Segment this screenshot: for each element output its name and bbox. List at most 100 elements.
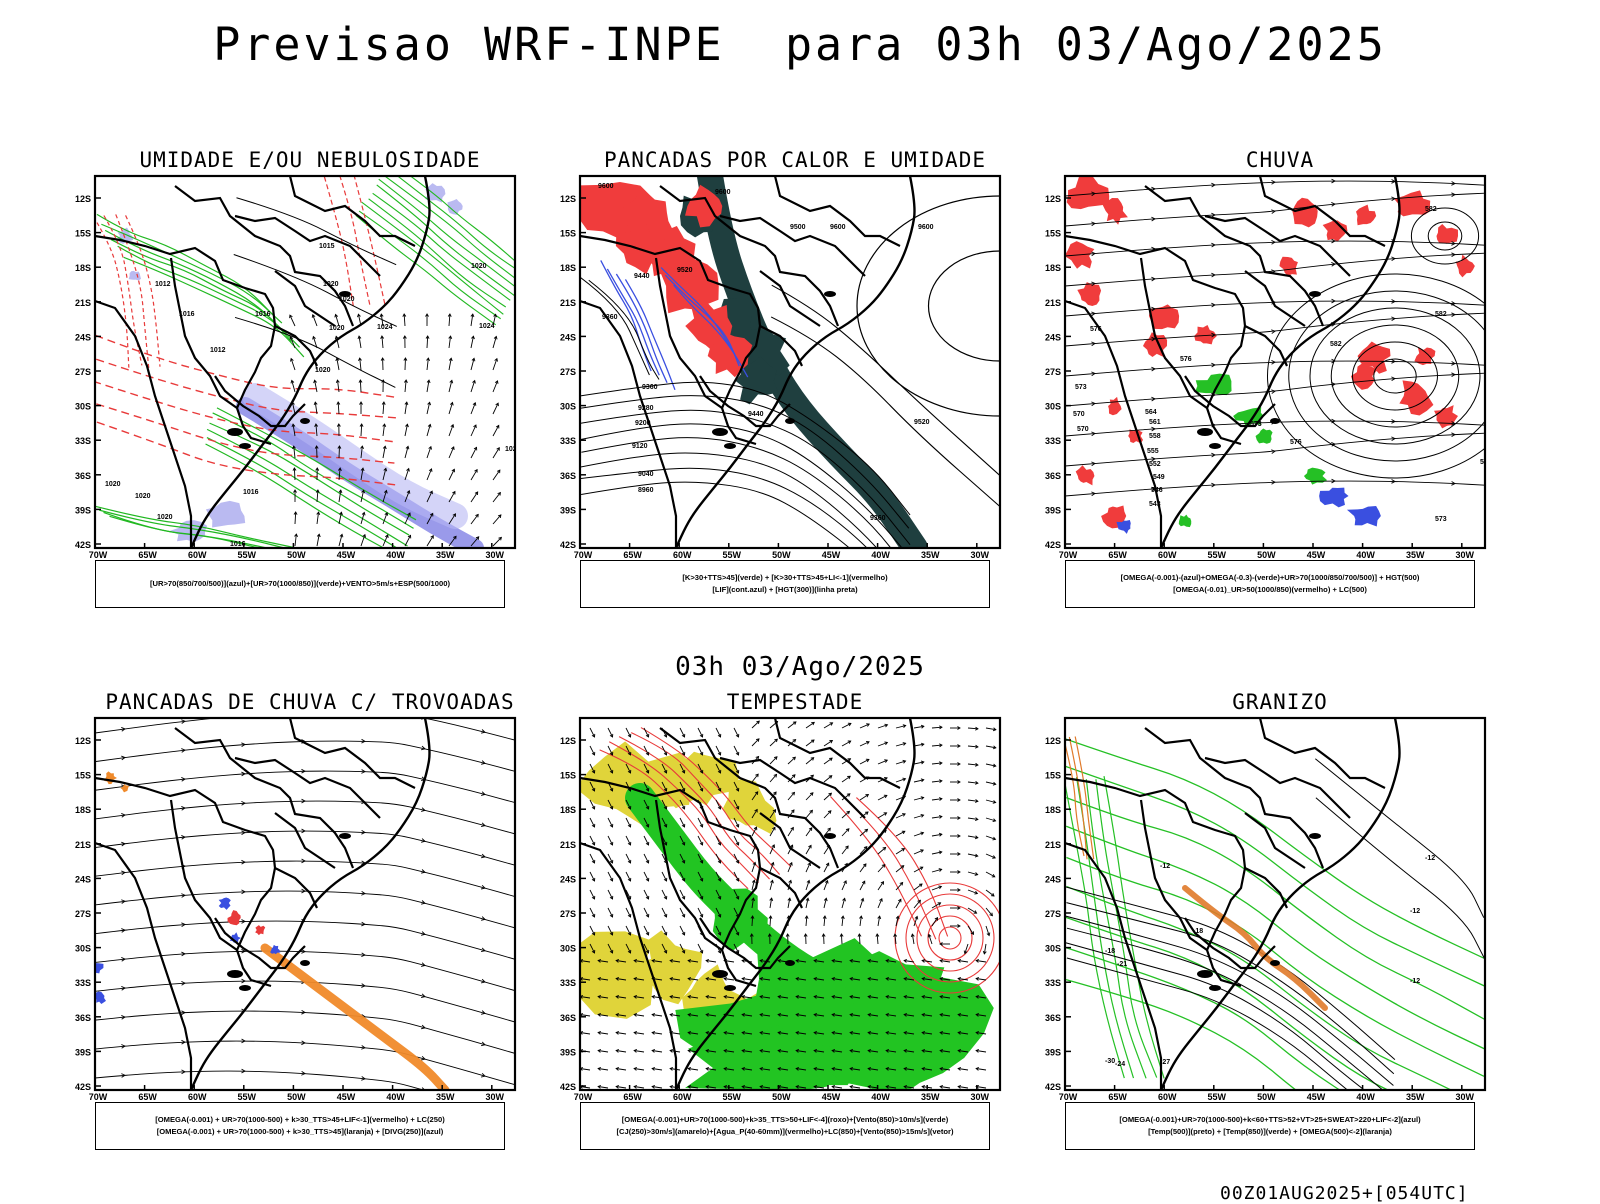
lon-tick-label: 70W bbox=[89, 550, 108, 560]
field-area bbox=[1292, 198, 1317, 228]
lon-tick-label: 65W bbox=[623, 550, 642, 560]
contour-value-label: 552 bbox=[1149, 461, 1161, 468]
legend-line: [OMEGA(-0.001) + UR>70(1000-500) + k>30_… bbox=[96, 1114, 504, 1126]
lat-tick-label: 33S bbox=[560, 436, 576, 446]
field-area bbox=[1356, 205, 1376, 226]
lake bbox=[1309, 833, 1321, 839]
contour-value-label: 576 bbox=[1290, 439, 1302, 446]
lake bbox=[339, 833, 351, 839]
field-area bbox=[206, 501, 245, 528]
lon-tick-label: 35W bbox=[921, 550, 940, 560]
field-area bbox=[1304, 468, 1327, 485]
contour-line bbox=[379, 179, 520, 290]
lat-tick-label: 30S bbox=[560, 944, 576, 954]
contour-line bbox=[1077, 777, 1134, 1078]
contour-line bbox=[1075, 737, 1094, 860]
lake bbox=[712, 428, 728, 436]
country-border bbox=[775, 176, 900, 246]
panel-legend: [OMEGA(-0.001)+UR>70(1000-500)+k>35_TTS>… bbox=[580, 1102, 990, 1150]
wind-vector bbox=[878, 865, 885, 872]
field-area bbox=[129, 271, 141, 281]
contour-value-label: 1024 bbox=[377, 324, 393, 331]
contour-value-label: -12 bbox=[1410, 978, 1420, 985]
lake bbox=[1309, 291, 1321, 297]
contour-value-label: 576 bbox=[1180, 356, 1192, 363]
contour-value-label: 576 bbox=[1090, 326, 1102, 333]
legend-line: [UR>70(850/700/500)](azul)+[UR>70(1000/8… bbox=[96, 578, 504, 590]
lon-tick-label: 70W bbox=[574, 550, 593, 560]
lat-tick-label: 15S bbox=[75, 771, 91, 781]
lat-tick-label: 15S bbox=[75, 229, 91, 239]
contour-value-label: 1026 bbox=[505, 446, 521, 453]
streamline bbox=[1065, 241, 1485, 256]
lat-tick-label: 12S bbox=[560, 736, 576, 746]
lat-tick-label: 15S bbox=[560, 771, 576, 781]
lat-tick-label: 12S bbox=[560, 194, 576, 204]
wind-vector bbox=[860, 864, 866, 872]
lake bbox=[300, 960, 310, 966]
contour-value-label: 573 bbox=[1435, 516, 1447, 523]
panel-legend: [UR>70(850/700/500)](azul)+[UR>70(1000/8… bbox=[95, 560, 505, 608]
wind-vector bbox=[449, 469, 454, 480]
lon-tick-label: 55W bbox=[238, 1092, 257, 1102]
streamline bbox=[1065, 301, 1485, 316]
wind-vector bbox=[493, 403, 498, 414]
contour-value-label: 546 bbox=[1151, 487, 1163, 494]
lat-tick-label: 24S bbox=[560, 332, 576, 342]
country-border bbox=[1245, 813, 1305, 868]
contour-value-label: 1016 bbox=[255, 311, 271, 318]
lon-tick-label: 55W bbox=[723, 1092, 742, 1102]
contour-value-label: 555 bbox=[1147, 448, 1159, 455]
field-area bbox=[1116, 520, 1130, 534]
field-band bbox=[265, 948, 445, 1090]
panel-legend: [K>30+TTS>45](verde) + [K>30+TTS>45+LI<-… bbox=[580, 560, 990, 608]
lon-tick-label: 30W bbox=[1456, 550, 1475, 560]
lat-tick-label: 24S bbox=[1045, 874, 1061, 884]
main-title: Previsao WRF-INPE para 03h 03/Ago/2025 bbox=[0, 18, 1600, 71]
lat-tick-label: 18S bbox=[560, 263, 576, 273]
contour-value-label: 9360 bbox=[642, 384, 658, 391]
lake bbox=[712, 970, 728, 978]
lon-tick-label: 40W bbox=[1356, 550, 1375, 560]
lat-tick-label: 18S bbox=[75, 805, 91, 815]
lat-tick-label: 33S bbox=[1045, 978, 1061, 988]
lat-tick-label: 42S bbox=[560, 1082, 576, 1092]
contour-value-label: 1020 bbox=[323, 281, 339, 288]
wind-vector bbox=[842, 846, 848, 854]
wind-vector bbox=[824, 741, 832, 746]
lat-tick-label: 33S bbox=[1045, 436, 1061, 446]
lat-tick-label: 39S bbox=[75, 505, 91, 515]
lon-tick-label: 60W bbox=[673, 1092, 692, 1102]
lat-tick-label: 27S bbox=[1045, 909, 1061, 919]
lat-tick-label: 12S bbox=[75, 736, 91, 746]
wind-vector bbox=[842, 776, 850, 782]
legend-line: [LIF](cont.azul) + [HGT(300)](linha pret… bbox=[581, 584, 989, 596]
wind-vector bbox=[824, 758, 832, 764]
wind-vector bbox=[471, 447, 477, 458]
lon-tick-label: 65W bbox=[623, 1092, 642, 1102]
contour-value-label: -21 bbox=[1117, 961, 1127, 968]
lake bbox=[1209, 985, 1221, 991]
lon-tick-label: 70W bbox=[1059, 1092, 1078, 1102]
contour-value-label: 9440 bbox=[634, 273, 650, 280]
wind-vector bbox=[294, 468, 295, 480]
contour-line bbox=[377, 185, 515, 296]
wind-vector bbox=[824, 793, 831, 800]
wind-vector bbox=[770, 739, 777, 746]
country-border bbox=[775, 718, 900, 788]
lon-tick-label: 45W bbox=[822, 1092, 841, 1102]
contour-value-label: 1020 bbox=[471, 263, 487, 270]
contour-value-label: -12 bbox=[1425, 855, 1435, 862]
panel-title: GRANIZO bbox=[1065, 690, 1495, 714]
wind-vector bbox=[878, 847, 886, 854]
lat-tick-label: 36S bbox=[560, 1013, 576, 1023]
lon-tick-label: 70W bbox=[1059, 550, 1078, 560]
contour-value-label: 9280 bbox=[638, 405, 654, 412]
lat-tick-label: 36S bbox=[75, 471, 91, 481]
lat-tick-label: 15S bbox=[1045, 771, 1061, 781]
contour-value-label: 1015 bbox=[319, 243, 335, 250]
contour-value-label: 9200 bbox=[635, 420, 651, 427]
streamline bbox=[95, 1041, 515, 1085]
lake bbox=[1270, 418, 1280, 424]
